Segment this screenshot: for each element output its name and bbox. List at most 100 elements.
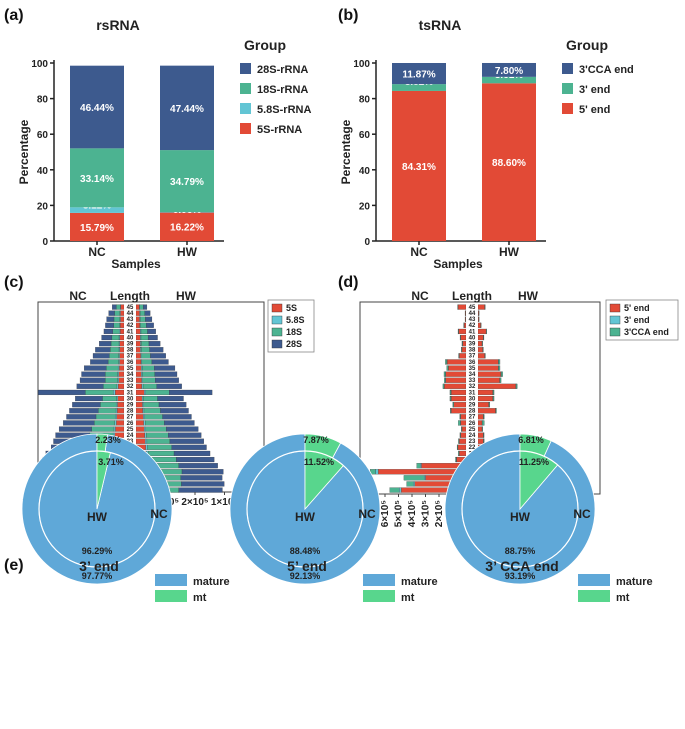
legend-label: mt [193,592,207,604]
center-label: Length [110,289,150,303]
data-label: 11.87% [402,70,435,81]
bar-segment [458,438,460,444]
bar-segment [95,414,116,420]
bar-segment [135,334,141,341]
legend-swatch [363,590,395,602]
legend-swatch [271,327,283,337]
legend-label: mt [616,592,630,604]
length-label: 38 [469,348,476,354]
legend-label: mature [401,576,438,588]
bar-segment [477,414,484,420]
bar-segment [460,420,467,426]
bar-segment [493,395,495,402]
x-tick-label: 2×10⁵ [181,497,209,508]
bar-segment [140,310,145,316]
length-label: 23 [469,439,476,445]
bar-segment [120,328,125,335]
bar-segment [141,359,153,365]
bar-segment [141,377,143,383]
bar-segment [107,359,119,365]
bar-segment [135,310,140,316]
length-cell [466,383,478,389]
bar-segment [477,408,496,414]
legend-swatch [609,327,621,337]
legend-label: mature [616,576,653,588]
legend-label: 28S [286,339,302,349]
bar-segment [449,395,451,402]
x-tick-label: 1×10⁵ [211,497,239,508]
bar-segment [445,359,447,365]
right-label: HW [176,289,197,303]
bar-segment [116,402,118,408]
legend-swatch [155,590,187,602]
bar-segment [85,389,114,396]
bar-segment [146,438,171,444]
legend-label: 5.8S-rRNA [257,104,311,116]
bar-segment [135,408,143,414]
length-label: 36 [127,360,134,366]
length-cell [466,359,478,365]
bar-segment [482,83,536,242]
legend-title: Group [566,37,608,53]
bar-segment [158,402,187,408]
bar-segment [444,377,446,383]
length-label: 28 [469,409,476,415]
ring-divider [461,450,579,568]
bar-segment [119,341,125,347]
x-tick-label: HW [499,245,520,259]
bar-segment [144,426,146,432]
length-label: 44 [469,311,476,317]
length-cell [124,316,136,322]
bar-segment [160,212,214,213]
bar-segment [460,414,467,420]
bar-segment [117,371,119,377]
y-tick-label: 20 [359,201,371,212]
bar-segment [477,432,484,438]
legend-swatch [271,339,283,349]
length-cell [466,322,478,328]
legend-label: 3' end [624,315,650,325]
bar-segment [446,359,467,365]
bar-segment [477,389,493,396]
bar-segment [120,310,125,316]
y-axis-label: Percentage [17,119,31,184]
bar-segment [477,322,481,328]
bar-segment [120,316,125,322]
bar-segment [451,395,467,402]
bar-segment [144,432,147,438]
length-label: 38 [127,348,134,354]
bar-segment [116,383,119,389]
legend-swatch [240,123,251,134]
length-cell [466,377,478,383]
bar-segment [140,328,142,335]
bar-segment [135,322,140,328]
legend-label: 5S [286,303,297,313]
donut-title: 3’ CCA end [485,558,558,574]
bar-segment [145,438,148,444]
bar-segment [140,322,147,328]
length-cell [124,390,136,395]
bar-segment [378,469,467,475]
bar-segment [145,444,148,450]
legend-label: 18S [286,327,302,337]
bar-segment [446,365,449,371]
bar-segment [139,304,144,310]
length-cell [466,347,478,353]
bar-segment [140,359,143,365]
data-label: 33.14% [80,174,114,185]
bar-segment [135,414,144,420]
bar-segment [135,359,142,365]
chart-title: rsRNA [96,17,140,33]
legend-swatch [562,63,573,74]
bar-segment [115,426,125,432]
bar-segment [90,359,109,365]
length-cell [124,414,136,420]
bar-segment [120,304,125,310]
bar-segment [461,347,467,353]
bar-segment [140,353,142,359]
bar-segment [403,475,425,481]
y-tick-label: 60 [359,130,371,141]
bar-segment [463,322,467,328]
length-cell [466,420,478,426]
bar-segment [118,334,120,341]
